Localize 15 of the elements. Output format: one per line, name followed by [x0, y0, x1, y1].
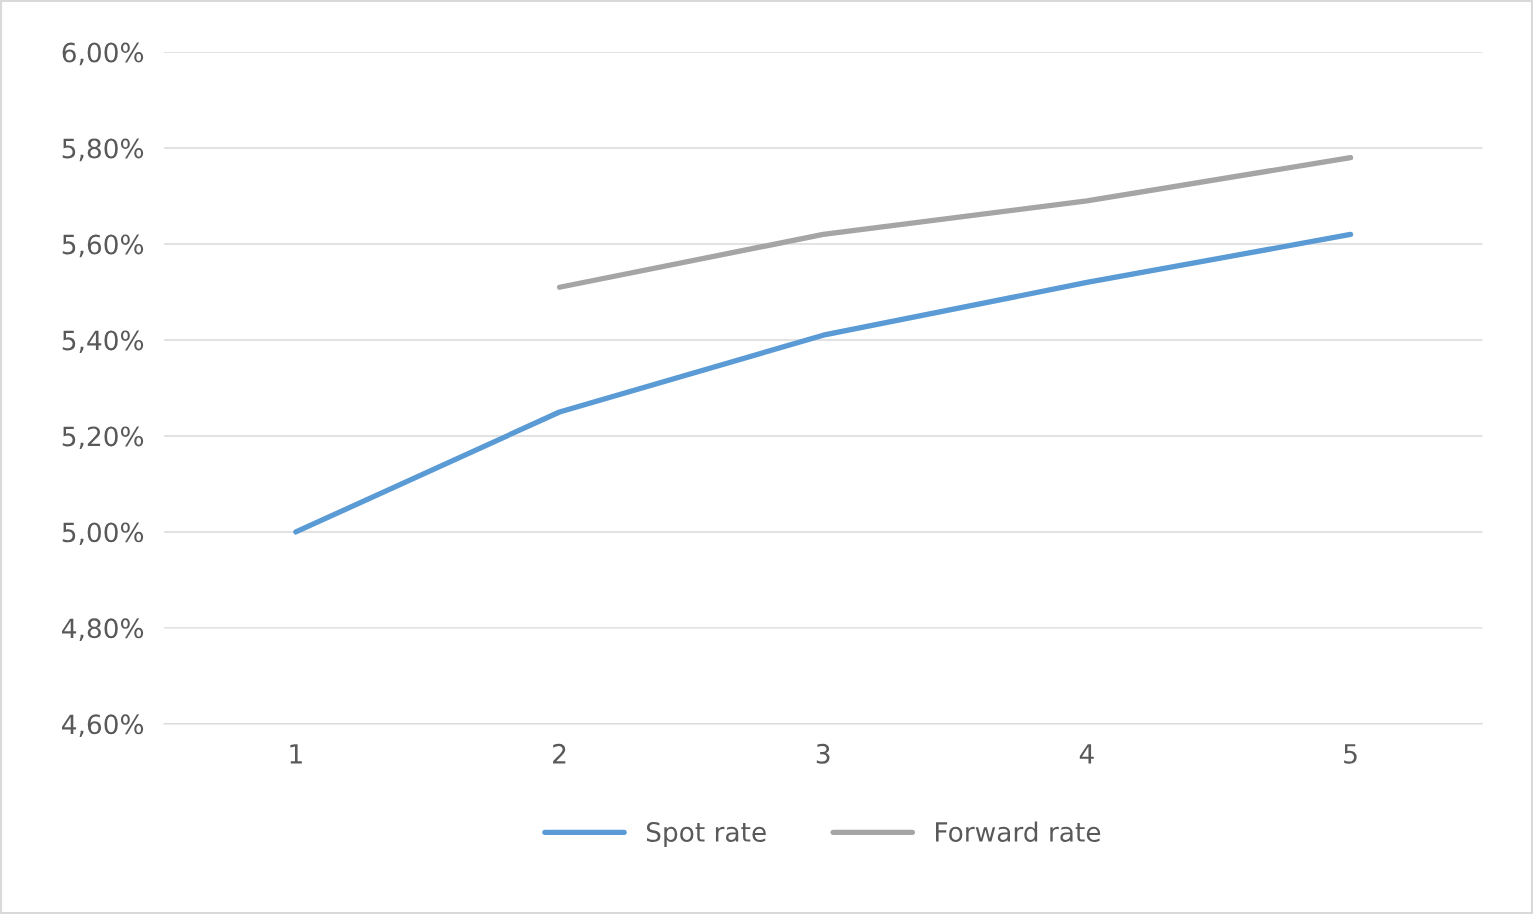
- x-tick-label: 1: [290, 744, 302, 764]
- y-tick-label: 5,80%: [62, 138, 144, 162]
- x-tick-label: 4: [1079, 744, 1094, 764]
- legend-label: Forward rate: [936, 821, 1101, 842]
- y-tick-label: 4,60%: [62, 714, 144, 737]
- legend-label: Spot rate: [646, 822, 766, 848]
- x-tick-label: 3: [816, 743, 830, 764]
- x-tick-label: 2: [553, 743, 566, 764]
- y-tick-label: 5,00%: [62, 522, 144, 546]
- y-tick-label: 6,00%: [62, 42, 144, 66]
- y-tick-label: 4,80%: [62, 618, 144, 642]
- y-tick-label: 5,20%: [62, 426, 144, 450]
- y-tick-label: 5,40%: [62, 330, 144, 354]
- x-tick-label: 5: [1344, 744, 1357, 764]
- y-tick-label: 5,60%: [62, 234, 144, 258]
